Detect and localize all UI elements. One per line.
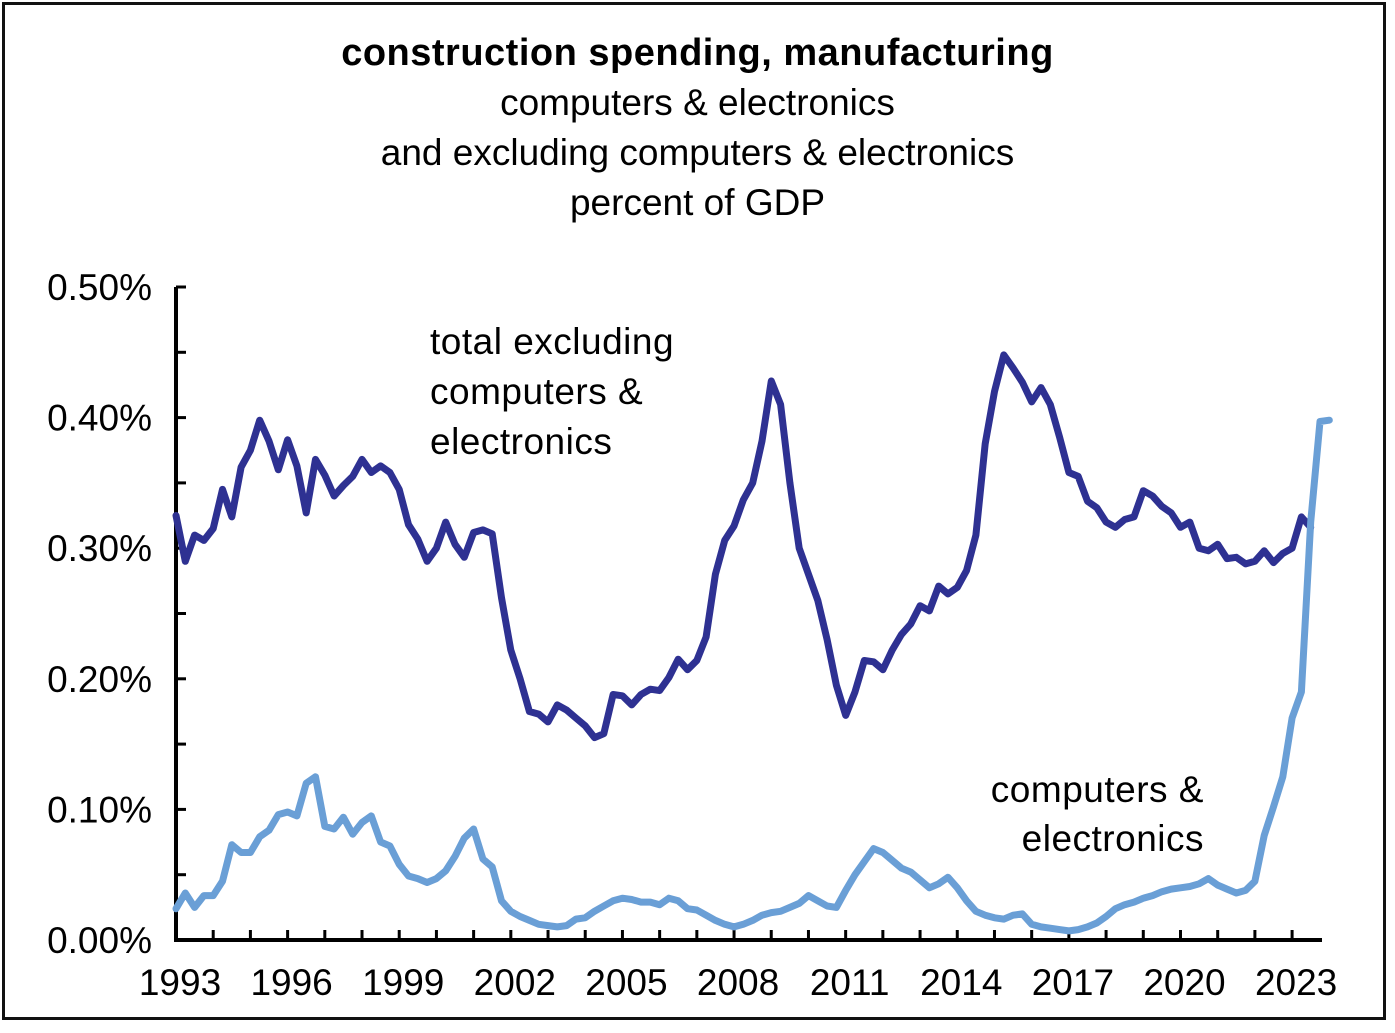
chart-title: construction spending, manufacturing: [341, 32, 1054, 74]
series-layer: [172, 351, 1333, 935]
annotation-computers-line-1: computers &: [991, 769, 1204, 810]
series-line-total-excluding: [172, 351, 1315, 742]
x-tick-label: 2005: [585, 962, 667, 1003]
y-tick-label: 0.40%: [47, 398, 152, 439]
y-axis: 0.00% 0.10% 0.20% 0.30% 0.40% 0.50%: [47, 267, 186, 961]
y-tick-label: 0.50%: [47, 267, 152, 308]
chart-subtitle-line-1: computers & electronics: [500, 82, 895, 123]
series-line-computers-electronics: [172, 416, 1333, 935]
x-tick-label: 1999: [362, 962, 444, 1003]
x-tick-label: 2014: [920, 962, 1002, 1003]
annotation-total-line-3: electronics: [430, 421, 612, 462]
annotation-total-line-2: computers &: [430, 371, 643, 412]
x-tick-label: 2011: [810, 962, 890, 1003]
x-tick-label: 1993: [139, 962, 221, 1003]
x-tick-label: 2008: [697, 962, 779, 1003]
x-tick-label: 2020: [1143, 962, 1225, 1003]
annotation-computers-line-2: electronics: [1022, 818, 1204, 859]
y-tick-label: 0.20%: [47, 659, 152, 700]
x-tick-label: 2017: [1032, 962, 1114, 1003]
chart-subtitle-line-3: percent of GDP: [569, 182, 825, 223]
y-tick-label: 0.10%: [47, 789, 152, 830]
y-tick-label: 0.00%: [47, 920, 152, 961]
chart-subtitle-line-2: and excluding computers & electronics: [380, 132, 1015, 173]
x-axis: 1993 1996 1999 2002 2005 2008 2011 2014 2017 2020…: [139, 930, 1337, 1003]
x-tick-label: 2002: [474, 962, 556, 1003]
chart-title-block: construction spending, manufacturing com…: [0, 28, 1395, 228]
annotations: total excluding computers & electronics …: [430, 321, 1204, 859]
x-tick-label: 1996: [250, 962, 332, 1003]
x-tick-label: 2023: [1255, 962, 1337, 1003]
y-tick-label: 0.30%: [47, 528, 152, 569]
annotation-total-line-1: total excluding: [430, 321, 674, 362]
